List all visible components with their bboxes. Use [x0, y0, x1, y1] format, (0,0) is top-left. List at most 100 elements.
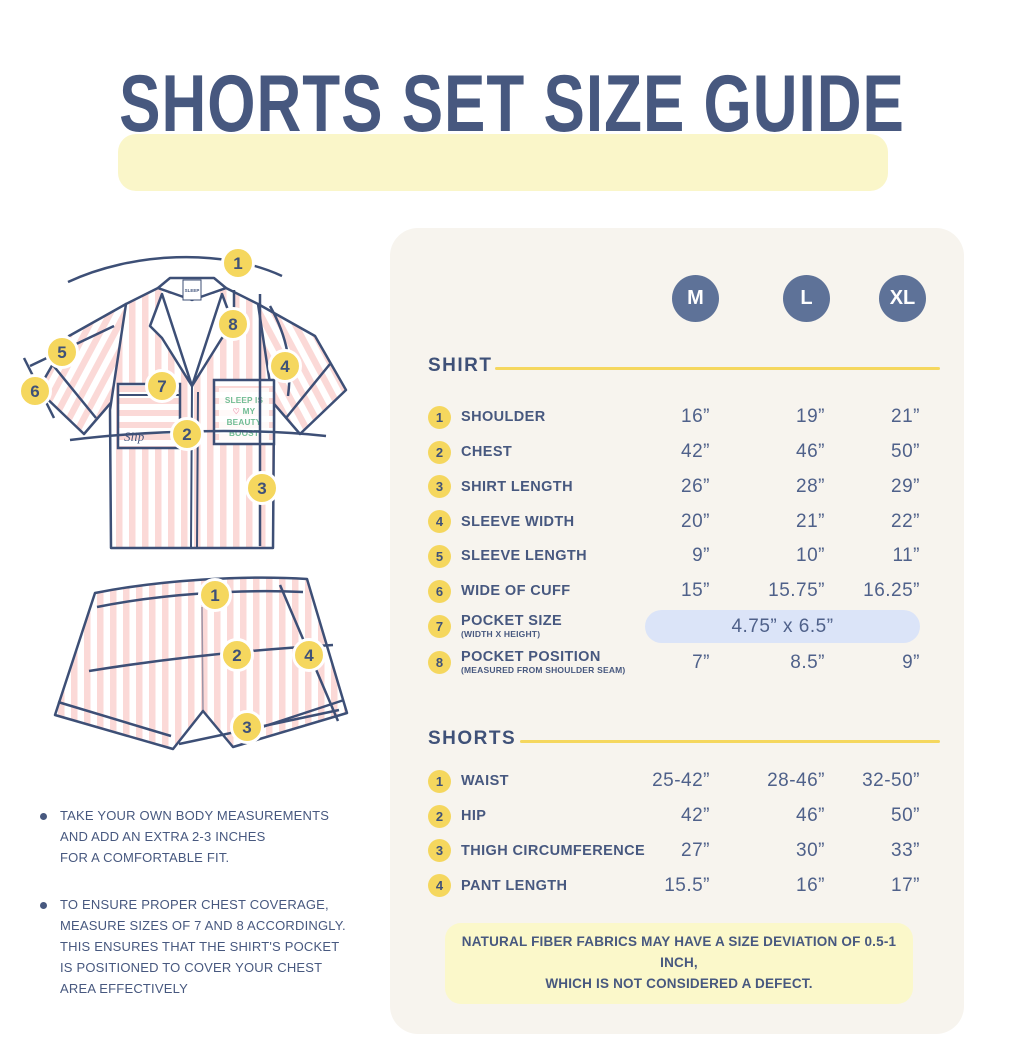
tip-line: MEASURE SIZES OF 7 AND 8 ACCORDINGLY.: [60, 918, 346, 934]
shorts-markers: 1 2 3 4: [198, 578, 326, 744]
row-label: CHEST: [461, 444, 513, 461]
row-label: POCKET SIZE: [461, 612, 563, 629]
shirt-marker-3: 3: [257, 479, 266, 498]
shorts-diagram: 1 2 3 4: [53, 576, 349, 751]
row-number-badge: 8: [428, 651, 451, 674]
shirt-marker-8: 8: [228, 315, 237, 334]
collar-tag: [182, 279, 202, 301]
row-number-badge: 6: [428, 579, 451, 603]
shirt-marker-5: 5: [57, 343, 66, 362]
row-number-badge: 2: [428, 804, 451, 828]
row-label: SLEEVE LENGTH: [461, 548, 588, 565]
value-xl: 50”: [891, 805, 920, 827]
note-line: NATURAL FIBER FABRICS MAY HAVE A SIZE DE…: [461, 934, 897, 970]
tip-line: TAKE YOUR OWN BODY MEASUREMENTS: [60, 808, 330, 823]
row-number-badge: 1: [428, 769, 451, 793]
title-block: SHORTS SET SIZE GUIDE: [0, 58, 1024, 191]
value-xl: 50”: [891, 441, 920, 463]
pocket-size-value-pill: 4.75” x 6.5”: [645, 610, 920, 643]
pocket-print-line1: SLEEP IS: [225, 396, 264, 405]
value-l: 15.75”: [768, 580, 825, 602]
bullet-dot: [40, 813, 47, 820]
row-label: POCKET POSITION: [461, 648, 601, 665]
shirt-marker-2: 2: [182, 425, 191, 444]
tip-line: TO ENSURE PROPER CHEST COVERAGE,: [60, 897, 329, 913]
pocket-print-line4: BOOST: [229, 429, 259, 438]
value-l: 46”: [796, 805, 825, 827]
tip-line: THIS ENSURES THAT THE SHIRT'S POCKET: [60, 938, 340, 954]
row-label: HIP: [461, 808, 487, 825]
value-m: 7”: [692, 651, 710, 673]
shirt-markers: 1 2 3 4 5 6 7 8: [18, 246, 302, 505]
pocket-print-line3: BEAUTY: [227, 418, 262, 427]
pocket-print-line2: ♡ MY: [233, 407, 256, 416]
center-seam: [201, 606, 204, 712]
row-number-badge: 7: [428, 615, 451, 638]
value-l: 8.5”: [790, 651, 825, 673]
placket-lines: [190, 385, 199, 549]
measurement-tips: TAKE YOUR OWN BODY MEASUREMENTS AND ADD …: [40, 806, 360, 1026]
row-label: SLEEVE WIDTH: [461, 513, 575, 530]
shirt-marker-4: 4: [280, 357, 290, 376]
value-l: 21”: [796, 510, 825, 532]
table-row: 5 SLEEVE LENGTH 9” 10” 11”: [390, 539, 964, 574]
value-l: 16”: [796, 874, 825, 896]
row-number-badge: 2: [428, 440, 451, 464]
row-sublabel: (WIDTH X HEIGHT): [461, 628, 541, 639]
size-badge-l: L: [783, 275, 830, 322]
shirt-section-heading: SHIRT: [428, 355, 493, 376]
table-row: 4 SLEEVE WIDTH 20” 21” 22”: [390, 504, 964, 539]
value-l: 19”: [796, 406, 825, 428]
table-row: 1 SHOULDER 16” 19” 21”: [390, 400, 964, 435]
shirt-table: 1 SHOULDER 16” 19” 21” 2 CHEST 42” 46” 50”…: [390, 400, 964, 681]
shirt-marker-6: 6: [30, 382, 39, 401]
row-label: WIDE OF CUFF: [461, 583, 571, 600]
row-number-badge: 5: [428, 544, 451, 568]
shorts-marker-1: 1: [210, 586, 219, 605]
value-m: 20”: [681, 510, 710, 532]
row-number-badge: 4: [428, 874, 451, 898]
page-title: SHORTS SET SIZE GUIDE: [119, 59, 905, 149]
value-l: 30”: [796, 839, 825, 861]
shirt-marker-7: 7: [157, 377, 166, 396]
row-label: SHIRT LENGTH: [461, 478, 573, 495]
row-sublabel: (MEASURED FROM SHOULDER SEAM): [461, 664, 626, 675]
value-xl: 21”: [891, 406, 920, 428]
table-row-pocket-position: 8 POCKET POSITION (MEASURED FROM SHOULDER…: [390, 645, 964, 681]
value-xl: 9”: [902, 651, 920, 673]
bullet-dot: [40, 902, 47, 910]
shorts-marker-2: 2: [232, 646, 241, 665]
left-cuff-seam: [51, 363, 97, 419]
value-l: 46”: [796, 441, 825, 463]
value-m: 25-42”: [652, 770, 710, 792]
value-l: 28”: [796, 475, 825, 497]
value-xl: 33”: [891, 839, 920, 861]
table-row-pocket-size: 7 POCKET SIZE (WIDTH X HEIGHT) 4.75” x 6.…: [390, 609, 964, 645]
tip-line: FOR A COMFORTABLE FIT.: [60, 849, 230, 865]
table-row: 3 SHIRT LENGTH 26” 28” 29”: [390, 470, 964, 505]
row-label: THIGH CIRCUMFERENCE: [461, 842, 646, 859]
title-highlight: [118, 134, 888, 191]
row-label: PANT LENGTH: [461, 877, 568, 894]
row-number-badge: 4: [428, 510, 451, 534]
pocket-logo-text: Slip: [124, 429, 145, 444]
shorts-body: [53, 576, 349, 751]
left-lapel: [148, 292, 194, 388]
value-m: 16”: [681, 406, 710, 428]
value-xl: 17”: [891, 874, 920, 896]
shorts-marker-4: 4: [304, 646, 314, 665]
table-row: 6 WIDE OF CUFF 15” 15.75” 16.25”: [390, 574, 964, 609]
value-xl: 29”: [891, 475, 920, 497]
tip-line: AREA EFFECTIVELY: [60, 980, 188, 996]
collar-tag-text: SLEEP: [185, 288, 200, 293]
value-m: 9”: [692, 545, 710, 567]
row-number-badge: 3: [428, 475, 451, 499]
row-label: WAIST: [461, 773, 509, 790]
left-hem-seam: [57, 700, 172, 738]
row-label: SHOULDER: [461, 409, 546, 426]
shorts-table: 1 WAIST 25-42” 28-46” 32-50” 2 HIP 42” 46”…: [390, 764, 964, 903]
table-row: 1 WAIST 25-42” 28-46” 32-50”: [390, 764, 964, 799]
size-table-card: M L XL SHIRT 1 SHOULDER 16” 19” 21” 2 CHES…: [390, 228, 964, 1034]
table-row: 4 PANT LENGTH 15.5” 16” 17”: [390, 868, 964, 903]
